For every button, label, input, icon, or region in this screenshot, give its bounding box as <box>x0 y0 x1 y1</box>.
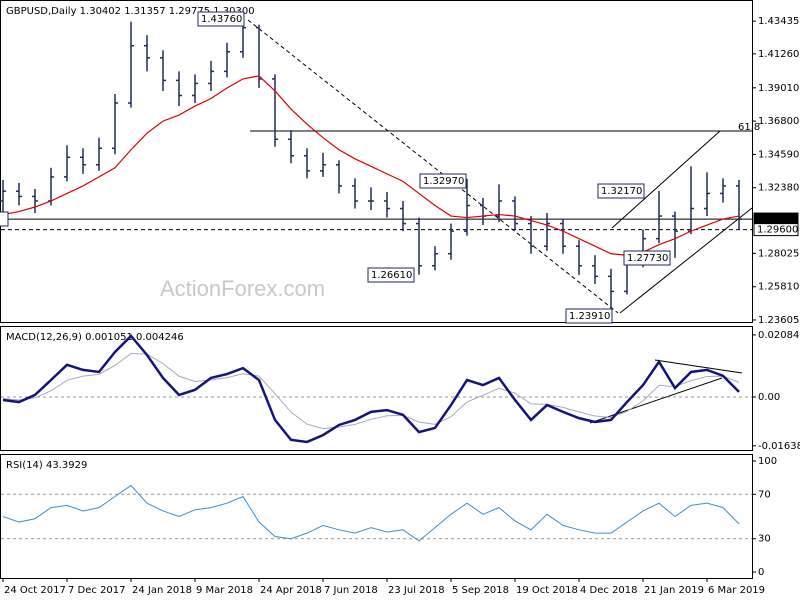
y-tick-label: 30 <box>758 534 771 545</box>
x-tick-label: 9 Mar 2018 <box>196 585 253 596</box>
annotation-box <box>565 308 613 324</box>
annotation: 1.43760 <box>201 14 242 25</box>
x-tick-label: 21 Jan 2019 <box>644 585 704 596</box>
annotation-box <box>597 183 645 199</box>
y-tick-label: -0.016389 <box>758 441 800 452</box>
y-tick-label: 100 <box>758 456 777 467</box>
annotation-box <box>197 11 245 27</box>
rsi-line <box>2 484 740 542</box>
y-tick-label: 1.23605 <box>758 315 799 326</box>
y-tick-label: 70 <box>758 489 771 500</box>
y-tick-label: 1.34590 <box>758 149 799 160</box>
rsi-frame <box>0 454 753 579</box>
y-tick-label: 1.43435 <box>758 16 799 27</box>
watermark: ActionForex.com <box>160 276 325 301</box>
x-tick-label: 4 Dec 2018 <box>580 585 638 596</box>
y-tick-label: 0.00 <box>758 392 780 403</box>
y-tick-label: 0 <box>758 567 764 578</box>
panel-title: MACD(12,26,9) 0.001051 0.004246 <box>6 332 184 343</box>
moving-average <box>2 75 740 256</box>
macd-trend-line <box>589 377 723 424</box>
x-tick-label: 23 Jul 2018 <box>388 585 445 596</box>
x-tick-label: 19 Oct 2018 <box>516 585 578 596</box>
channel-line <box>611 130 721 229</box>
annotation-box <box>367 267 415 283</box>
annotation-box <box>419 173 467 189</box>
annotation-box <box>0 211 9 227</box>
y-tick-label: 1.39010 <box>758 83 799 94</box>
x-tick-label: 7 Jun 2018 <box>324 585 378 596</box>
level-label: 1.29600 <box>757 225 798 236</box>
annotation: 1.32170 <box>601 186 642 197</box>
y-tick-label: 0.020848 <box>758 330 800 341</box>
main-frame <box>0 0 753 323</box>
y-tick-label: 1.32380 <box>758 183 799 194</box>
x-tick-label: 24 Apr 2018 <box>260 585 322 596</box>
annotation-box <box>623 250 671 266</box>
annotation: 61.8 <box>738 122 760 133</box>
y-tick-label: 1.41260 <box>758 49 799 60</box>
macd-frame <box>0 326 753 451</box>
trend-line <box>247 19 619 314</box>
panel-title: GBPUSD,Daily 1.30402 1.31357 1.29775 1.3… <box>6 6 255 17</box>
macd-line <box>2 334 740 444</box>
x-tick-label: 24 Jan 2018 <box>132 585 192 596</box>
macd-trend-line <box>654 359 743 374</box>
x-tick-label: 7 Dec 2017 <box>68 585 126 596</box>
level-label: 1.30300 <box>757 214 798 225</box>
x-tick-label: 24 Oct 2017 <box>4 585 66 596</box>
x-tick-label: 6 Mar 2019 <box>708 585 765 596</box>
annotation: 1.23910 <box>569 311 610 322</box>
annotation: 1.27730 <box>627 253 668 264</box>
y-tick-label: 1.28025 <box>758 248 799 259</box>
x-tick-label: 5 Sep 2018 <box>452 585 509 596</box>
level-box <box>753 223 799 237</box>
panel-title: RSI(14) 43.3929 <box>6 460 87 471</box>
annotation: 1.32970 <box>423 176 464 187</box>
channel-line <box>619 207 753 314</box>
annotation: 1.26610 <box>371 270 412 281</box>
y-tick-label: 1.25810 <box>758 282 799 293</box>
y-tick-label: 1.36800 <box>758 116 799 127</box>
